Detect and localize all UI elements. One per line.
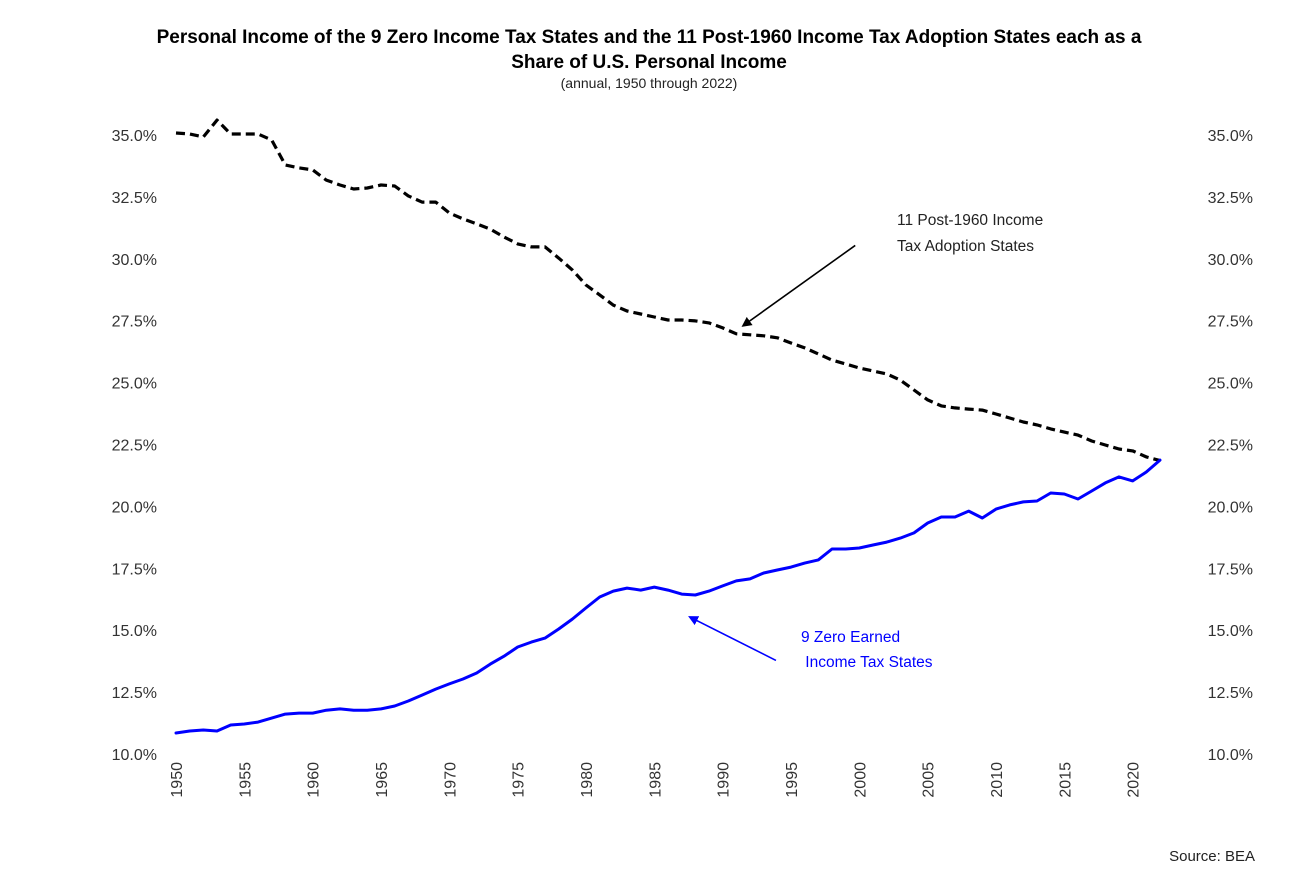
x-tick-label: 2010 — [989, 762, 1006, 798]
x-tick-label: 1985 — [647, 762, 664, 798]
series-line-adoption-states — [175, 118, 1161, 463]
series-line-zero-tax-states — [174, 458, 1162, 735]
y-tick-label-left: 15.0% — [112, 623, 157, 640]
x-tick-label: 2020 — [1126, 762, 1143, 798]
series-layer — [174, 118, 1162, 735]
y-tick-label-right: 32.5% — [1208, 190, 1253, 207]
y-axis-left: 35.0% 32.5% 30.0% 27.5% 25.0% 22.5% 20.0% 17.5%… — [112, 128, 157, 764]
chart-subtitle: (annual, 1950 through 2022) — [561, 75, 738, 91]
y-tick-label-right: 10.0% — [1208, 747, 1253, 764]
x-tick-label: 1995 — [784, 762, 801, 798]
annotation-adoption-states: 11 Post-1960 Income Tax Adoption States — [741, 212, 1043, 327]
x-tick-label: 2000 — [852, 762, 869, 798]
x-tick-label: 1950 — [169, 762, 186, 798]
y-tick-label-left: 32.5% — [112, 190, 157, 207]
y-tick-label-right: 25.0% — [1208, 376, 1253, 393]
y-tick-label-left: 20.0% — [112, 499, 157, 516]
y-tick-label-right: 22.5% — [1208, 438, 1253, 455]
source-note: Source: BEA — [1169, 848, 1255, 865]
y-tick-label-right: 15.0% — [1208, 623, 1253, 640]
y-tick-label-left: 27.5% — [112, 314, 157, 331]
y-tick-label-left: 17.5% — [112, 561, 157, 578]
x-tick-label: 2015 — [1057, 762, 1074, 798]
x-tick-label: 1955 — [237, 762, 254, 798]
y-axis-right: 35.0% 32.5% 30.0% 27.5% 25.0% 22.5% 20.0% 17.5%… — [1208, 128, 1253, 764]
x-tick-label: 1975 — [511, 762, 528, 798]
chart-title-line-2: Share of U.S. Personal Income — [511, 52, 787, 73]
x-tick-label: 1970 — [442, 762, 459, 798]
x-tick-label: 1990 — [716, 762, 733, 798]
annotation-label-zero-tax-line-2: Income Tax States — [801, 654, 933, 671]
y-tick-label-left: 30.0% — [112, 252, 157, 269]
annotation-arrow-adoption — [741, 244, 856, 327]
y-tick-label-right: 20.0% — [1208, 499, 1253, 516]
y-tick-label-right: 27.5% — [1208, 314, 1253, 331]
x-tick-label: 1965 — [374, 762, 391, 798]
chart-title-line-1: Personal Income of the 9 Zero Income Tax… — [157, 27, 1142, 48]
x-axis: 1950 1955 1960 1965 1970 1975 1980 1985 1990 1995… — [169, 762, 1143, 798]
y-tick-label-left: 12.5% — [112, 685, 157, 702]
y-tick-label-left: 25.0% — [112, 376, 157, 393]
annotation-zero-tax-states: 9 Zero Earned Income Tax States — [688, 616, 933, 671]
annotation-arrow-zero-tax — [688, 616, 777, 662]
annotation-label-adoption-line-1: 11 Post-1960 Income — [897, 212, 1043, 229]
y-tick-label-left: 22.5% — [112, 438, 157, 455]
x-tick-label: 1960 — [306, 762, 323, 798]
y-tick-label-right: 12.5% — [1208, 685, 1253, 702]
y-tick-label-left: 10.0% — [112, 747, 157, 764]
y-tick-label-left: 35.0% — [112, 128, 157, 145]
x-tick-label: 2005 — [921, 762, 938, 798]
y-tick-label-right: 17.5% — [1208, 561, 1253, 578]
y-tick-label-right: 30.0% — [1208, 252, 1253, 269]
annotation-label-zero-tax-line-1: 9 Zero Earned — [801, 629, 900, 646]
annotation-label-adoption-line-2: Tax Adoption States — [897, 238, 1034, 255]
x-tick-label: 1980 — [579, 762, 596, 798]
y-tick-label-right: 35.0% — [1208, 128, 1253, 145]
